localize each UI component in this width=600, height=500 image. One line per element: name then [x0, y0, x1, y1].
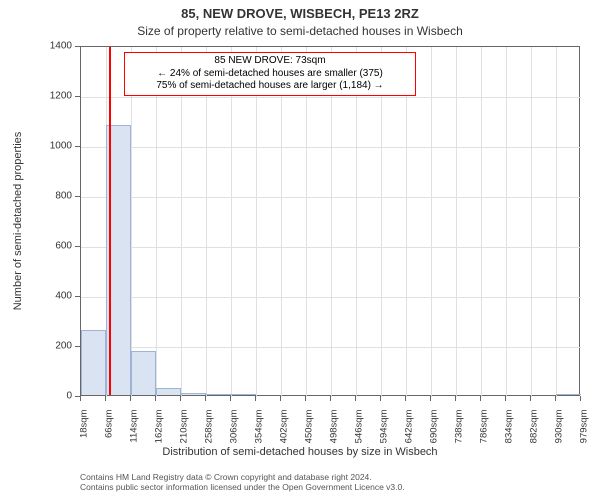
gridline-vertical: [206, 47, 207, 397]
x-tick-mark: [455, 396, 456, 401]
x-tick-label: 594sqm: [379, 410, 390, 444]
x-tick-mark: [130, 396, 131, 401]
x-tick-mark: [80, 396, 81, 401]
x-tick-label: 258sqm: [204, 410, 215, 444]
x-tick-label: 66sqm: [104, 410, 115, 439]
x-axis-title: Distribution of semi-detached houses by …: [0, 446, 600, 458]
x-tick-mark: [230, 396, 231, 401]
x-tick-label: 642sqm: [404, 410, 415, 444]
y-tick-mark: [75, 146, 80, 147]
gridline-vertical: [231, 47, 232, 397]
property-marker-line: [109, 47, 111, 395]
x-tick-mark: [180, 396, 181, 401]
x-tick-mark: [330, 396, 331, 401]
annotation-line: ← 24% of semi-detached houses are smalle…: [131, 68, 409, 81]
y-tick-mark: [75, 196, 80, 197]
x-tick-mark: [280, 396, 281, 401]
x-tick-mark: [255, 396, 256, 401]
gridline-vertical: [456, 47, 457, 397]
gridline-vertical: [331, 47, 332, 397]
x-tick-mark: [355, 396, 356, 401]
gridline-vertical: [406, 47, 407, 397]
x-tick-label: 546sqm: [354, 410, 365, 444]
plot-area: [80, 46, 580, 396]
gridline-vertical: [131, 47, 132, 397]
x-tick-label: 210sqm: [179, 410, 190, 444]
y-tick-label: 1400: [0, 41, 72, 52]
chart-container: 85, NEW DROVE, WISBECH, PE13 2RZ Size of…: [0, 0, 600, 500]
chart-title-main: 85, NEW DROVE, WISBECH, PE13 2RZ: [0, 6, 600, 21]
x-tick-label: 498sqm: [329, 410, 340, 444]
x-tick-label: 834sqm: [504, 410, 515, 444]
y-tick-mark: [75, 46, 80, 47]
histogram-bar: [131, 351, 156, 395]
x-tick-label: 354sqm: [254, 410, 265, 444]
gridline-vertical: [306, 47, 307, 397]
x-tick-label: 162sqm: [154, 410, 165, 444]
y-tick-label: 200: [0, 341, 72, 352]
x-tick-label: 306sqm: [229, 410, 240, 444]
x-tick-mark: [155, 396, 156, 401]
y-tick-label: 1000: [0, 141, 72, 152]
x-tick-label: 930sqm: [554, 410, 565, 444]
annotation-box: 85 NEW DROVE: 73sqm← 24% of semi-detache…: [124, 52, 416, 96]
x-tick-mark: [505, 396, 506, 401]
gridline-vertical: [256, 47, 257, 397]
y-tick-mark: [75, 346, 80, 347]
x-tick-mark: [205, 396, 206, 401]
x-tick-mark: [530, 396, 531, 401]
x-tick-label: 882sqm: [529, 410, 540, 444]
x-tick-label: 402sqm: [279, 410, 290, 444]
gridline-vertical: [531, 47, 532, 397]
y-tick-mark: [75, 96, 80, 97]
x-tick-mark: [555, 396, 556, 401]
y-tick-label: 1200: [0, 91, 72, 102]
gridline-vertical: [181, 47, 182, 397]
x-tick-mark: [405, 396, 406, 401]
x-tick-label: 114sqm: [129, 410, 140, 443]
x-tick-mark: [580, 396, 581, 401]
histogram-bar: [231, 394, 256, 395]
histogram-bar: [156, 388, 181, 395]
y-tick-label: 400: [0, 291, 72, 302]
x-tick-mark: [380, 396, 381, 401]
y-axis-title: Number of semi-detached properties: [12, 132, 24, 311]
x-tick-mark: [430, 396, 431, 401]
x-tick-mark: [305, 396, 306, 401]
gridline-vertical: [156, 47, 157, 397]
histogram-bar: [206, 394, 231, 395]
gridline-vertical: [356, 47, 357, 397]
gridline-vertical: [481, 47, 482, 397]
chart-title-sub: Size of property relative to semi-detach…: [0, 24, 600, 38]
gridline-vertical: [506, 47, 507, 397]
footer-line: Contains HM Land Registry data © Crown c…: [80, 472, 405, 482]
footer-line: Contains public sector information licen…: [80, 482, 405, 492]
annotation-line: 85 NEW DROVE: 73sqm: [131, 55, 409, 68]
x-tick-label: 450sqm: [304, 410, 315, 444]
y-tick-label: 800: [0, 191, 72, 202]
histogram-bar: [181, 393, 206, 395]
y-tick-label: 0: [0, 391, 72, 402]
annotation-line: 75% of semi-detached houses are larger (…: [131, 80, 409, 93]
histogram-bar: [556, 394, 581, 395]
y-tick-label: 600: [0, 241, 72, 252]
x-tick-label: 690sqm: [429, 410, 440, 444]
gridline-vertical: [431, 47, 432, 397]
y-tick-mark: [75, 246, 80, 247]
x-tick-label: 786sqm: [479, 410, 490, 444]
gridline-vertical: [281, 47, 282, 397]
gridline-vertical: [381, 47, 382, 397]
y-tick-mark: [75, 296, 80, 297]
x-tick-label: 738sqm: [454, 410, 465, 444]
footer-text: Contains HM Land Registry data © Crown c…: [80, 472, 405, 492]
x-tick-mark: [105, 396, 106, 401]
x-tick-label: 979sqm: [579, 410, 590, 444]
histogram-bar: [81, 330, 106, 395]
x-tick-mark: [480, 396, 481, 401]
x-tick-label: 18sqm: [79, 410, 90, 439]
gridline-vertical: [556, 47, 557, 397]
